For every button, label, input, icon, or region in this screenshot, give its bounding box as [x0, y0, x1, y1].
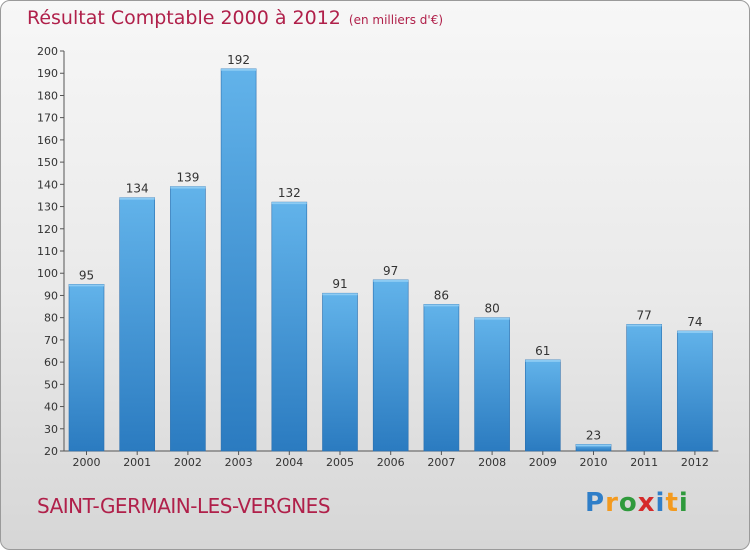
logo-letter: r	[605, 488, 619, 518]
logo-letter: i	[678, 488, 689, 518]
y-tick-label: 50	[44, 378, 58, 391]
value-labels: 95 134 139 192 132 91 97 86 80 61 23 77 74	[79, 53, 703, 443]
x-tick-label: 2007	[427, 456, 455, 469]
bar	[322, 292, 358, 452]
y-tick-label: 30	[44, 423, 58, 436]
bar	[474, 317, 510, 452]
y-tick-label: 70	[44, 334, 58, 347]
value-label: 132	[278, 186, 301, 200]
bar-highlight	[221, 68, 257, 71]
x-tick-label: 2009	[529, 456, 557, 469]
bar	[68, 284, 105, 452]
x-tick-label: 2000	[73, 456, 101, 469]
x-tick-label: 2010	[580, 456, 608, 469]
value-label: 23	[586, 428, 601, 442]
y-tick-label: 200	[37, 45, 58, 58]
x-tick-label: 2001	[123, 456, 151, 469]
title-unit: (en milliers d'€)	[348, 13, 444, 27]
y-tick-label: 90	[44, 289, 58, 302]
bars	[68, 68, 713, 452]
bar	[626, 324, 663, 452]
value-label: 95	[79, 268, 94, 282]
title-main: Résultat Comptable 2000 à 2012	[27, 7, 341, 29]
y-tick-label: 120	[37, 223, 58, 236]
y-tick-label: 40	[44, 401, 58, 414]
y-tick-label: 190	[37, 67, 58, 80]
value-label: 97	[383, 264, 398, 278]
bar-highlight	[677, 331, 713, 333]
bar	[524, 359, 561, 452]
x-tick-label: 2011	[630, 456, 658, 469]
value-label: 61	[535, 344, 550, 358]
bar	[119, 197, 155, 452]
logo-letter: i	[655, 488, 666, 518]
y-tick-label: 100	[37, 267, 58, 280]
commune-name: SAINT-GERMAIN-LES-VERGNES	[37, 494, 331, 518]
y-tick-label: 20	[44, 445, 58, 458]
logo-letter: t	[665, 488, 679, 518]
bar-highlight	[423, 304, 459, 307]
x-tick-label: 2002	[174, 456, 202, 469]
x-tick-label: 2008	[478, 456, 506, 469]
bar-highlight	[271, 202, 307, 205]
x-tick-label: 2004	[275, 456, 303, 469]
bar-highlight	[373, 279, 409, 282]
logo-letter: o	[618, 488, 638, 518]
y-tick-label: 140	[37, 178, 58, 191]
bar	[423, 304, 460, 452]
y-tick-label: 60	[44, 356, 58, 369]
bar-highlight	[474, 317, 510, 320]
x-tick-label: 2012	[681, 456, 709, 469]
bar-highlight	[119, 197, 155, 200]
proxiti-logo: Proxiti	[585, 488, 689, 518]
y-tick-label: 160	[37, 134, 58, 147]
x-tick-label: 2005	[326, 456, 354, 469]
value-label: 77	[637, 308, 652, 322]
value-label: 91	[332, 277, 347, 291]
bar-highlight	[626, 324, 662, 327]
bar	[677, 330, 713, 452]
value-label: 86	[434, 288, 449, 302]
y-tick-label: 180	[37, 89, 58, 102]
value-label: 80	[484, 302, 499, 316]
bar-highlight	[525, 359, 561, 362]
logo-letter: P	[585, 488, 606, 518]
value-label: 192	[227, 53, 250, 67]
value-label: 74	[687, 315, 702, 329]
y-tick-label: 80	[44, 312, 58, 325]
y-tick-label: 130	[37, 201, 58, 214]
bar	[170, 186, 206, 452]
bar	[271, 201, 308, 452]
y-tick-label: 170	[37, 112, 58, 125]
y-tick-label: 150	[37, 156, 58, 169]
bar-highlight	[576, 444, 611, 447]
bar-highlight	[170, 186, 206, 189]
bar-highlight	[322, 293, 358, 296]
bar	[220, 68, 257, 452]
logo-letter: x	[637, 488, 656, 518]
y-tick-label: 110	[37, 245, 58, 258]
bar-highlight	[69, 284, 104, 287]
value-label: 139	[176, 171, 199, 185]
chart-title: Résultat Comptable 2000 à 2012 (en millie…	[27, 7, 443, 29]
x-tick-label: 2006	[377, 456, 405, 469]
value-label: 134	[126, 182, 149, 196]
x-tick-label: 2003	[225, 456, 253, 469]
bar	[372, 279, 409, 452]
